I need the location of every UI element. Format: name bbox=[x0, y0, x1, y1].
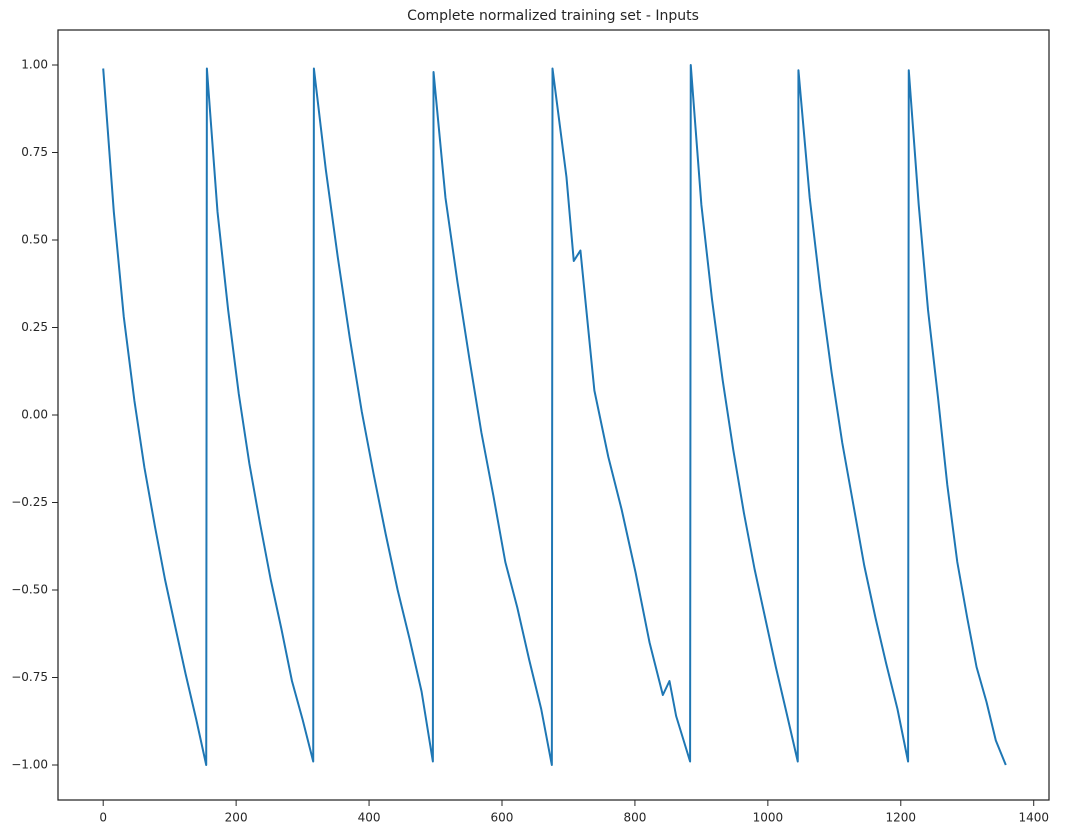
y-tick-label: −1.00 bbox=[11, 758, 48, 772]
x-tick-label: 1200 bbox=[886, 811, 917, 825]
x-tick-label: 400 bbox=[358, 811, 381, 825]
x-tick-label: 600 bbox=[491, 811, 514, 825]
y-tick-label: 1.00 bbox=[21, 58, 48, 72]
y-tick-label: 0.00 bbox=[21, 408, 48, 422]
y-tick-label: −0.25 bbox=[11, 495, 48, 509]
y-tick-label: 0.75 bbox=[21, 145, 48, 159]
x-tick-label: 1000 bbox=[753, 811, 784, 825]
y-tick-label: 0.50 bbox=[21, 233, 48, 247]
x-tick-label: 0 bbox=[99, 811, 107, 825]
x-tick-label: 200 bbox=[225, 811, 248, 825]
axes-frame bbox=[57, 29, 1050, 801]
y-tick-label: 0.25 bbox=[21, 320, 48, 334]
data-line bbox=[102, 64, 1007, 766]
x-tick-label: 1400 bbox=[1018, 811, 1049, 825]
x-tick-label: 800 bbox=[623, 811, 646, 825]
chart-title: Complete normalized training set - Input… bbox=[407, 8, 699, 24]
y-tick-label: −0.75 bbox=[11, 670, 48, 684]
y-tick-label: −0.50 bbox=[11, 583, 48, 597]
